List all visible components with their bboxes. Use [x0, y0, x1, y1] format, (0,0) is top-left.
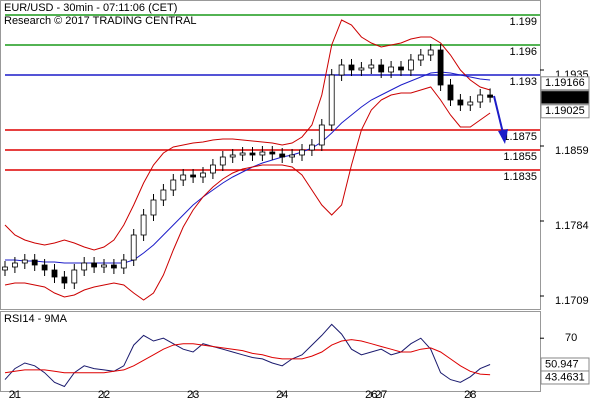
price-tag-low-box — [540, 104, 590, 119]
x-tick-label: 22 — [98, 389, 110, 400]
price-tag-last-box — [540, 90, 590, 105]
candle-body — [21, 259, 28, 264]
level-label: 1.196 — [509, 46, 537, 58]
candle-body — [437, 49, 444, 86]
arrow-shaft — [493, 95, 504, 134]
candle-body — [229, 154, 236, 158]
candle-body — [150, 199, 157, 216]
rsi-tag: 50.947 — [545, 358, 579, 370]
candle-body — [200, 172, 206, 178]
candle-body — [318, 124, 325, 146]
candle-body — [368, 64, 375, 69]
candle-body — [160, 189, 167, 201]
candle-body — [269, 151, 276, 155]
candle-body — [447, 84, 454, 101]
indicator-line — [4, 86, 491, 301]
candle-body — [338, 64, 345, 76]
y-tick-label: 1.1784 — [555, 220, 589, 232]
candle-body — [2, 266, 8, 271]
candle-body — [388, 66, 395, 73]
candle-body — [91, 262, 97, 268]
candle-body — [11, 262, 18, 268]
y-tick-label: 70 — [565, 332, 577, 344]
rsi-title: RSI14 - 9MA — [4, 313, 68, 325]
arrow-head — [498, 129, 508, 144]
level-label: 1.1875 — [503, 131, 537, 143]
candle-body — [289, 154, 296, 158]
x-tick-label: 26 — [365, 389, 377, 400]
candle-body — [407, 59, 414, 71]
candle-body — [219, 156, 226, 166]
candle-body — [378, 64, 385, 73]
candle-body — [358, 67, 365, 71]
candle-body — [41, 264, 48, 271]
price-tag-high-box — [540, 76, 590, 91]
y-tick-label: 1.1859 — [555, 145, 589, 157]
candle-body — [259, 151, 266, 156]
candle-body — [328, 74, 335, 126]
candle-body — [170, 179, 177, 191]
candle-body — [61, 276, 68, 284]
price-tag-last: 1.19077 — [545, 91, 585, 103]
candle-body — [130, 234, 137, 261]
candle-body — [31, 259, 38, 266]
x-tick-label: 24 — [276, 389, 288, 400]
candle-body — [249, 152, 256, 156]
rsi-panel-frame — [0, 311, 541, 392]
level-label: 1.193 — [509, 76, 537, 88]
y-tick-label: 1.1709 — [555, 295, 589, 307]
price-panel-frame — [0, 0, 541, 310]
x-tick-label: 28 — [464, 389, 476, 400]
price-tag-high: 1.19166 — [545, 77, 585, 89]
indicator-line — [4, 19, 491, 251]
candle-body — [417, 54, 424, 61]
candle-body — [427, 49, 434, 56]
candle-body — [209, 164, 216, 174]
x-tick-label: 27 — [375, 389, 387, 400]
level-label: 1.1835 — [503, 171, 537, 183]
candle-body — [239, 152, 246, 156]
candle-body — [180, 174, 187, 181]
x-tick-label: 23 — [187, 389, 199, 400]
price-tag-low: 1.19025 — [545, 105, 585, 117]
candle-body — [81, 262, 88, 271]
candle-body — [190, 174, 197, 178]
candle-body — [348, 64, 355, 71]
level-label: 1.199 — [509, 16, 537, 28]
candle-body — [299, 149, 305, 156]
rsi-tag-box — [540, 370, 590, 385]
candle-body — [140, 214, 147, 236]
candle-body — [111, 264, 117, 269]
rsi-line — [4, 323, 491, 388]
candle-body — [398, 66, 404, 71]
candle-body — [487, 94, 494, 98]
candle-body — [279, 153, 286, 158]
chart-subtitle: Research © 2017 TRADING CENTRAL — [4, 15, 197, 27]
candle-body — [457, 99, 464, 106]
candle-body — [71, 269, 78, 284]
x-tick-label: 21 — [9, 389, 21, 400]
candle-body — [51, 269, 58, 278]
level-label: 1.1855 — [503, 151, 537, 163]
candle-body — [101, 264, 107, 268]
candle-body — [467, 101, 474, 106]
candle-body — [477, 94, 484, 103]
candle-body — [308, 144, 315, 151]
chart-title: EUR/USD - 30min - 07:11:06 (CET) — [4, 2, 177, 14]
rsi-line — [4, 339, 491, 376]
candle-body — [120, 259, 127, 269]
rsi-tag: 43.4631 — [545, 371, 585, 383]
projection-arrow — [493, 95, 508, 144]
